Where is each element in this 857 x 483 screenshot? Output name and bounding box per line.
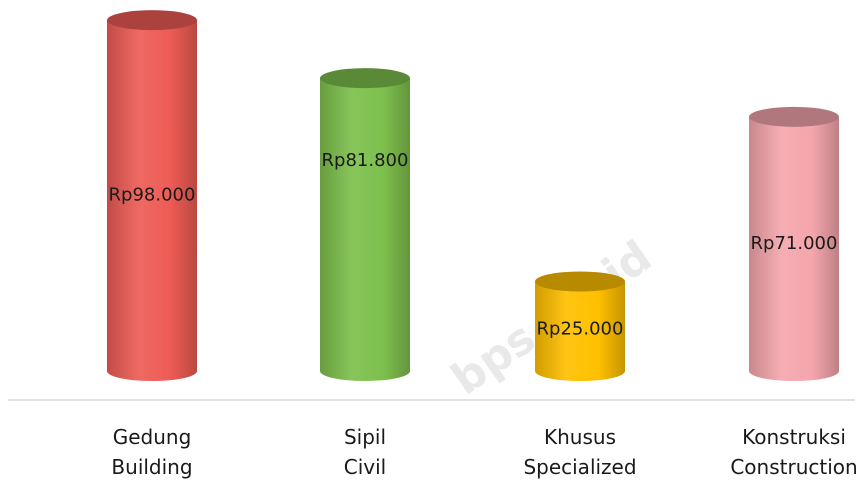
bar-body [107, 20, 197, 381]
bar-body [320, 78, 410, 381]
category-label-line2: Building [111, 455, 192, 479]
data-label: Rp81.800 [322, 150, 409, 171]
data-label: Rp98.000 [109, 185, 196, 206]
category-label-line1: Konstruksi [742, 425, 846, 449]
bar-top [749, 106, 839, 127]
bar-top [535, 271, 625, 292]
bar-1: Rp98.000 [107, 10, 197, 381]
bars-group: Rp98.000 Rp81.800 Rp25.000 Rp71.000 [107, 10, 839, 381]
bar-body [749, 116, 839, 381]
data-label: Rp71.000 [751, 233, 838, 254]
category-label-line1: Khusus [544, 425, 616, 449]
category-label-line1: Gedung [113, 425, 192, 449]
category-label-line2: Civil [344, 455, 386, 479]
bar-4: Rp71.000 [749, 106, 839, 381]
category-label-line2: Construction [730, 455, 857, 479]
bar-body [535, 281, 625, 381]
bar-top [107, 10, 197, 31]
bar-top [320, 68, 410, 89]
data-label: Rp25.000 [537, 319, 624, 340]
category-label-line1: Sipil [344, 425, 386, 449]
category-labels: Gedung Building Sipil Civil Khusus Specialize… [111, 425, 857, 479]
bar-3: Rp25.000 [535, 271, 625, 381]
category-label-line2: Specialized [523, 455, 636, 479]
bar-2: Rp81.800 [320, 68, 410, 381]
